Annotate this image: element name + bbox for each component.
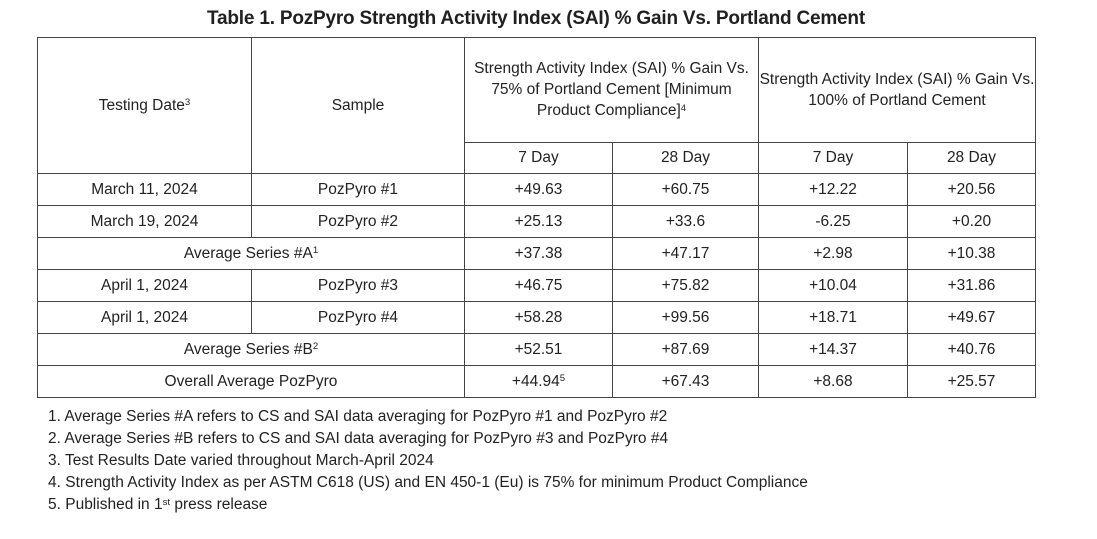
footnotes: 1. Average Series #A refers to CS and SA… <box>48 406 1097 516</box>
col-header-sample: Sample <box>251 37 465 174</box>
table-row: March 11, 2024 PozPyro #1 +49.63 +60.75 +12.… <box>37 173 1037 206</box>
testing-date-label: Testing Date <box>98 96 185 114</box>
value-cell: +46.75 <box>464 269 613 302</box>
value-cell: +0.20 <box>906 205 1037 238</box>
footnote-ref-3: 3 <box>184 97 191 109</box>
summary-label-cell: Overall Average PozPyro <box>37 365 465 398</box>
sai-results-table: Testing Date3 Sample Strength Activity I… <box>37 37 1037 398</box>
value-cell: +99.56 <box>612 301 759 334</box>
value-cell: +31.86 <box>906 269 1037 302</box>
col-header-testing-date: Testing Date3 <box>37 37 252 174</box>
value-cell: +44.945 <box>464 365 613 398</box>
header-group-row: Testing Date3 Sample Strength Activity I… <box>37 37 1037 174</box>
testing-date-cell: April 1, 2024 <box>37 269 252 302</box>
value-cell: +25.57 <box>906 365 1037 398</box>
footnote-ref-4: 4 <box>680 102 687 114</box>
value-cell: +40.76 <box>906 333 1037 366</box>
value-cell: +58.28 <box>464 301 613 334</box>
sai-75-label: Strength Activity Index (SAI) % Gain Vs.… <box>474 60 749 120</box>
table-body: March 11, 2024 PozPyro #1 +49.63 +60.75 +12.… <box>37 173 1037 398</box>
value-cell: +49.67 <box>906 301 1037 334</box>
footnote: 1. Average Series #A refers to CS and SA… <box>48 408 668 425</box>
value-cell: +2.98 <box>758 237 908 270</box>
value-cell: +87.69 <box>612 333 759 366</box>
col-group-sai-75: Strength Activity Index (SAI) % Gain Vs.… <box>464 37 759 143</box>
value-cell: +49.63 <box>464 173 613 206</box>
sample-cell: PozPyro #4 <box>251 301 465 334</box>
sample-cell: PozPyro #1 <box>251 173 465 206</box>
summary-label-cell: Average Series #B2 <box>37 333 465 366</box>
value-cell: +10.04 <box>758 269 908 302</box>
col-group-sai-100: Strength Activity Index (SAI) % Gain Vs.… <box>757 37 1037 143</box>
table-row: April 1, 2024 PozPyro #4 +58.28 +99.56 +18.7… <box>37 301 1037 334</box>
col-header-7-day-100: 7 Day <box>758 141 908 175</box>
footnote-ref-5: 5 <box>559 373 566 385</box>
col-header-28-day-100: 28 Day <box>906 141 1037 175</box>
value-cell: +67.43 <box>612 365 759 398</box>
testing-date-cell: March 11, 2024 <box>37 173 252 206</box>
footnote: 4. Strength Activity Index as per ASTM C… <box>48 474 808 491</box>
summary-label-cell: Average Series #A1 <box>37 237 465 270</box>
value-cell: +60.75 <box>612 173 759 206</box>
value-cell: +75.82 <box>612 269 759 302</box>
value-cell: +47.17 <box>612 237 759 270</box>
sample-cell: PozPyro #2 <box>251 205 465 238</box>
document-page: Table 1. PozPyro Strength Activity Index… <box>0 6 1097 539</box>
testing-date-cell: March 19, 2024 <box>37 205 252 238</box>
testing-date-cell: April 1, 2024 <box>37 301 252 334</box>
footnote-ref-1: 1 <box>312 245 319 257</box>
summary-row: Average Series #B2 +52.51 +87.69 +14.37 +40.… <box>37 333 1037 366</box>
table-row: March 19, 2024 PozPyro #2 +25.13 +33.6 -6.25… <box>37 205 1037 238</box>
table-header: Testing Date3 Sample Strength Activity I… <box>37 37 1037 175</box>
summary-row: Average Series #A1 +37.38 +47.17 +2.98 +10.3… <box>37 237 1037 270</box>
footnote: 2. Average Series #B refers to CS and SA… <box>48 430 669 447</box>
header-subrow: 7 Day 28 Day 7 Day 28 Day <box>38 141 1037 175</box>
col-header-7-day-75: 7 Day <box>464 141 613 175</box>
value-cell: +14.37 <box>758 333 908 366</box>
footnote: 3. Test Results Date varied throughout M… <box>48 452 434 469</box>
sample-cell: PozPyro #3 <box>251 269 465 302</box>
value-cell: +12.22 <box>758 173 908 206</box>
value-cell: +20.56 <box>906 173 1037 206</box>
value-cell: +52.51 <box>464 333 613 366</box>
value-cell: +25.13 <box>464 205 613 238</box>
footnote: 5. Published in 1st press release <box>48 496 268 513</box>
summary-row: Overall Average PozPyro +44.945 +67.43 +8.6… <box>37 365 1037 398</box>
table-row: April 1, 2024 PozPyro #3 +46.75 +75.82 +10.0… <box>37 269 1037 302</box>
value-cell: +10.38 <box>906 237 1037 270</box>
value-cell: +8.68 <box>758 365 908 398</box>
value-cell: +33.6 <box>612 205 759 238</box>
value-cell: +37.38 <box>464 237 613 270</box>
page-title: Table 1. PozPyro Strength Activity Index… <box>207 8 865 29</box>
footnote-ref-2: 2 <box>312 341 319 353</box>
col-header-28-day-75: 28 Day <box>612 141 759 175</box>
ordinal-suffix: st <box>162 496 171 508</box>
value-cell: -6.25 <box>758 205 908 238</box>
value-cell: +18.71 <box>758 301 908 334</box>
